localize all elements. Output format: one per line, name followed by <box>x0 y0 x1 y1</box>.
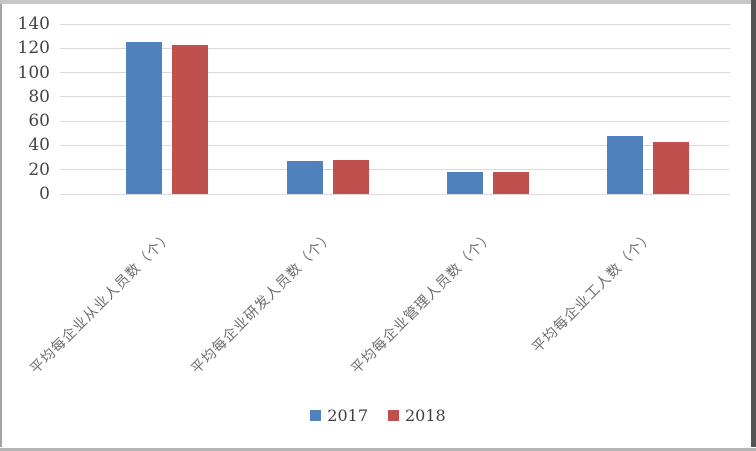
gridline-y100 <box>60 72 730 74</box>
y-tick-label-120: 120 <box>17 38 50 59</box>
frame-top-edge <box>0 0 756 4</box>
gridline-y60 <box>60 120 730 122</box>
legend: 2017 2018 <box>0 406 756 425</box>
y-tick-label-40: 40 <box>28 135 50 156</box>
y-tick-label-0: 0 <box>39 184 50 204</box>
x-category-label-2: 平均每企业管理人员数（个） <box>348 228 498 378</box>
legend-swatch-2018 <box>388 410 399 421</box>
frame-bottom-edge <box>0 448 756 451</box>
bar-2017-cat0 <box>126 42 162 194</box>
y-tick-label-20: 20 <box>28 159 50 180</box>
bar-2018-cat1 <box>333 160 369 194</box>
gridline-y20 <box>60 169 730 171</box>
gridline-y0 <box>60 193 730 195</box>
bar-2018-cat3 <box>653 141 689 194</box>
y-tick-label-140: 140 <box>17 14 50 34</box>
legend-label-2018: 2018 <box>405 406 446 425</box>
y-tick-label-100: 100 <box>17 62 50 83</box>
frame-left-edge <box>0 4 2 447</box>
bar-2018-cat2 <box>493 172 529 194</box>
y-tick-label-80: 80 <box>28 86 50 107</box>
x-category-label-0: 平均每企业从业人员数（个） <box>27 228 177 378</box>
frame-right-edge <box>751 0 756 447</box>
legend-swatch-2017 <box>310 410 322 421</box>
bar-2018-cat0 <box>172 44 208 194</box>
plot-area <box>60 23 730 195</box>
legend-item-2018: 2018 <box>388 406 446 425</box>
gridline-y140 <box>60 23 730 25</box>
y-tick-label-60: 60 <box>28 111 50 132</box>
x-category-label-3: 平均每企业工人数（个） <box>529 228 658 357</box>
gridline-y120 <box>60 47 730 49</box>
legend-label-2017: 2017 <box>327 406 368 425</box>
y-axis-tick-labels: 0 20 40 60 80 100 120 140 <box>0 15 50 203</box>
bar-2017-cat3 <box>607 135 643 194</box>
x-category-label-1: 平均每企业研发人员数（个） <box>188 228 338 378</box>
bar-2017-cat2 <box>447 172 483 194</box>
legend-item-2017: 2017 <box>310 406 368 425</box>
gridline-y80 <box>60 96 730 98</box>
gridline-y40 <box>60 144 730 146</box>
bar-2017-cat1 <box>287 161 323 194</box>
